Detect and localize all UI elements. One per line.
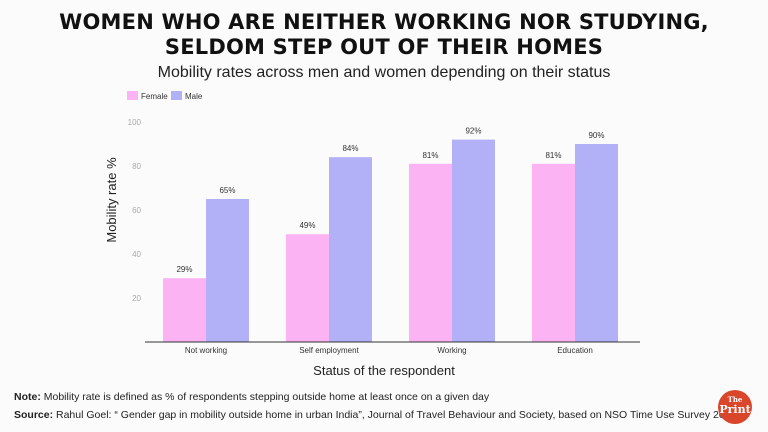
source-label: Source: [14,409,54,421]
note: Note: Mobility rate is defined as % of r… [14,391,489,403]
bar-female [409,163,452,342]
note-label: Note: [14,391,41,403]
legend-swatch-female [127,91,138,100]
data-label: 84% [342,144,358,153]
bar-female [163,278,206,342]
data-label: 29% [176,265,192,274]
y-tick-label: 20 [132,294,141,303]
data-label: 65% [219,186,235,195]
y-tick-label: 60 [132,206,141,215]
x-tick-label: Self employment [299,346,359,355]
title-line-2: SELDOM STEP OUT OF THEIR HOMES [164,35,604,59]
y-tick-label: 80 [132,162,141,171]
chart-subtitle: Mobility rates across men and women depe… [157,64,611,81]
source-text: Rahul Goel: “ Gender gap in mobility out… [53,409,737,421]
bar-male [575,144,618,342]
legend-label: Female [141,92,168,101]
theprint-logo: The Print [718,390,752,424]
bar-female [532,163,575,342]
bar-male [452,139,495,342]
data-label: 92% [465,127,481,136]
x-tick-label: Not working [185,346,227,355]
note-text: Mobility rate is defined as % of respond… [40,391,490,403]
bar-male [206,199,249,342]
data-label: 49% [299,221,315,230]
source: Source: Rahul Goel: “ Gender gap in mobi… [14,409,736,421]
x-tick-label: Education [557,346,593,355]
title-line-1: WOMEN WHO ARE NEITHER WORKING NOR STUDYI… [59,10,709,34]
bar-female [286,234,329,342]
data-label: 90% [588,131,604,140]
y-tick-label: 40 [132,250,141,259]
chart-title: WOMEN WHO ARE NEITHER WORKING NOR STUDYI… [0,10,768,60]
y-tick-label: 100 [128,118,142,127]
x-axis-label: Status of the respondent [313,363,455,378]
y-axis-label: Mobility rate % [104,157,119,243]
data-label: 81% [545,151,561,160]
data-label: 81% [422,151,438,160]
legend-swatch-male [171,91,182,100]
x-tick-label: Working [437,346,466,355]
bar-male [329,157,372,342]
legend-label: Male [185,92,203,101]
